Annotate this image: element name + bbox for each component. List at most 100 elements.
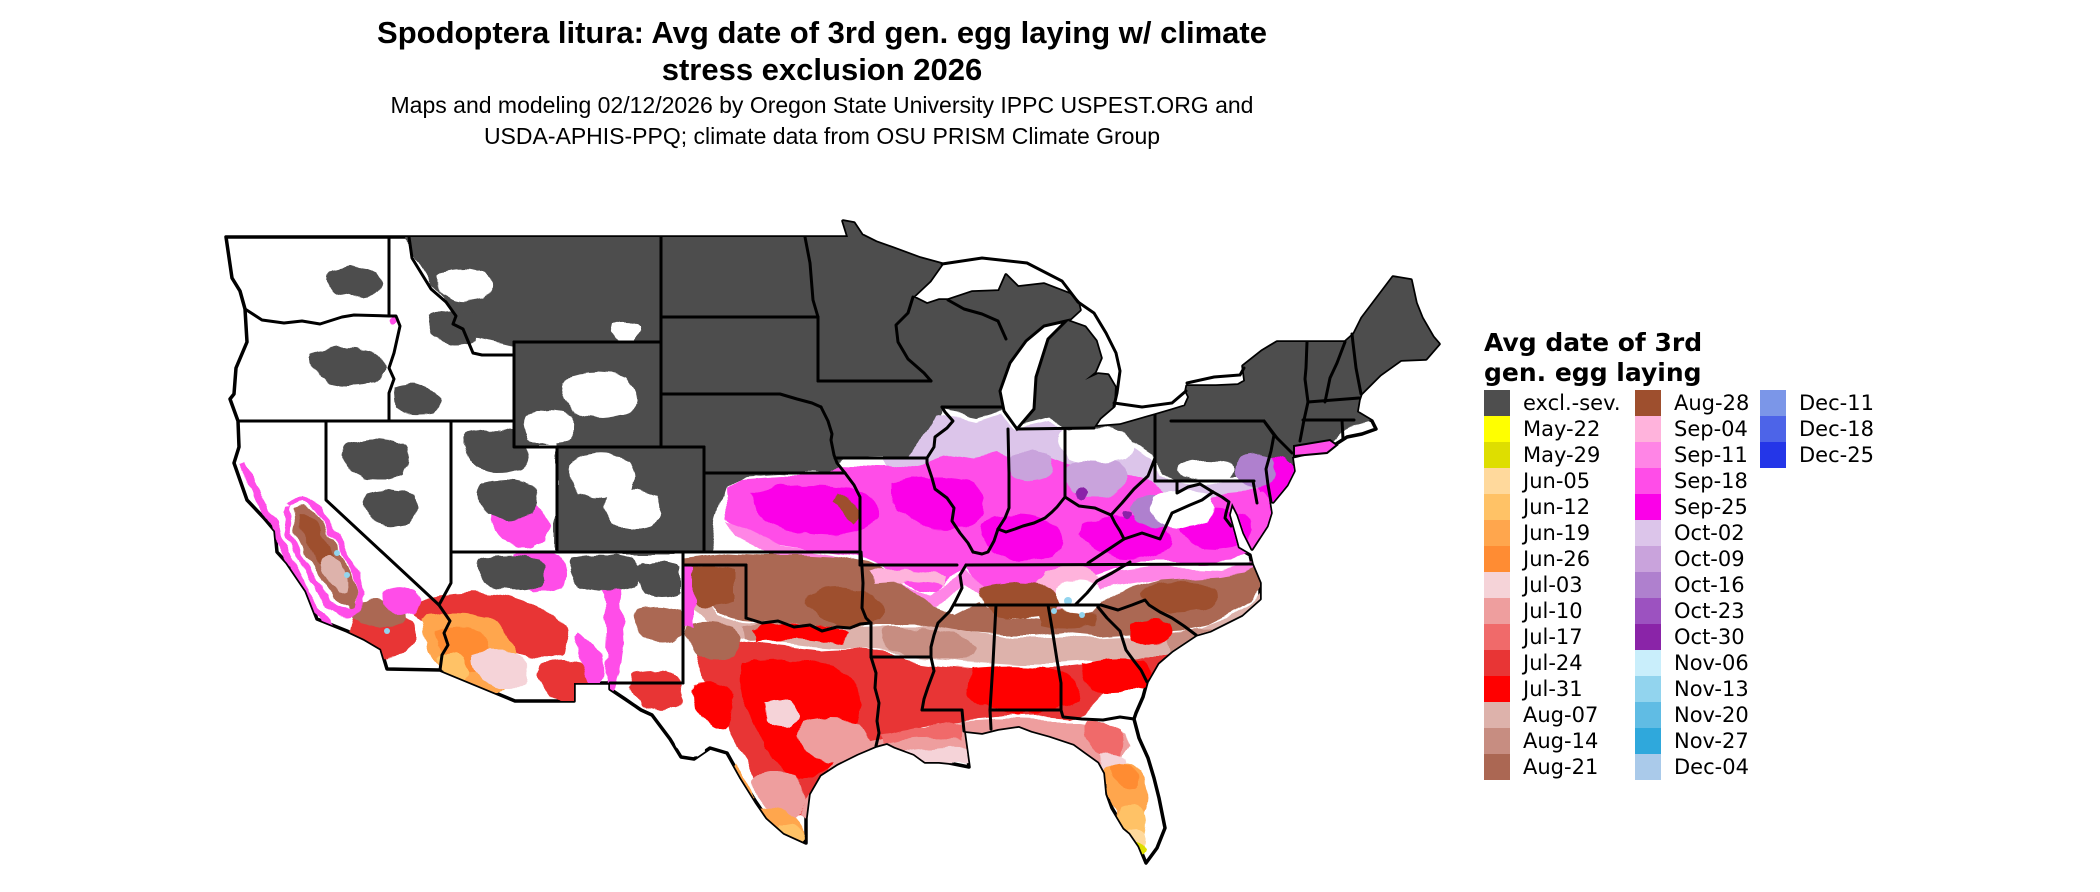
legend-label: Jun-12	[1523, 495, 1591, 519]
legend-item: Jun-05	[1484, 468, 1621, 494]
legend-item: Jun-12	[1484, 494, 1621, 520]
legend-label: Aug-21	[1523, 755, 1599, 779]
legend-label: Jun-26	[1523, 547, 1591, 571]
legend-label: Jun-05	[1523, 469, 1591, 493]
legend-swatch	[1635, 728, 1661, 754]
legend-swatch	[1635, 442, 1661, 468]
legend-swatch	[1484, 754, 1510, 780]
legend-label: Jul-17	[1523, 625, 1583, 649]
legend-item: May-29	[1484, 442, 1621, 468]
legend-title-line2: gen. egg laying	[1484, 358, 1702, 387]
cyan-specks	[334, 550, 1085, 634]
legend-label: Dec-18	[1799, 417, 1874, 441]
map-subtitle: Maps and modeling 02/12/2026 by Oregon S…	[182, 90, 1462, 152]
legend-item: Aug-28	[1635, 390, 1749, 416]
legend-label: Jul-10	[1523, 599, 1583, 623]
legend-swatch	[1484, 468, 1510, 494]
legend-swatch	[1635, 390, 1661, 416]
legend-item: Oct-09	[1635, 546, 1749, 572]
legend-item: Jun-26	[1484, 546, 1621, 572]
white-patches	[436, 269, 1235, 755]
legend-swatch	[1635, 520, 1661, 546]
legend-swatch	[1635, 546, 1661, 572]
legend-label: May-22	[1523, 417, 1601, 441]
legend-item: Nov-06	[1635, 650, 1749, 676]
legend-label: Sep-25	[1674, 495, 1748, 519]
legend-swatch	[1635, 624, 1661, 650]
blobs-jul31	[692, 619, 1173, 822]
legend-label: May-29	[1523, 443, 1601, 467]
legend-item: Dec-04	[1635, 754, 1749, 780]
west-gray-patches	[310, 267, 680, 597]
legend-swatch	[1484, 676, 1510, 702]
legend-column-3: Dec-11 Dec-18 Dec-25	[1760, 390, 1874, 468]
legend-swatch	[1635, 468, 1661, 494]
legend-item: Dec-11	[1760, 390, 1874, 416]
legend-item: Jul-03	[1484, 572, 1621, 598]
legend-item: Sep-11	[1635, 442, 1749, 468]
legend-swatch	[1635, 598, 1661, 624]
legend-label: Sep-18	[1674, 469, 1748, 493]
legend-swatch	[1484, 546, 1510, 572]
legend-swatch	[1635, 650, 1661, 676]
legend-label: excl.-sev.	[1523, 391, 1621, 415]
legend-item: Sep-18	[1635, 468, 1749, 494]
legend-swatch	[1484, 520, 1510, 546]
legend-title: Avg date of 3rd gen. egg laying	[1484, 328, 1784, 388]
legend-label: Nov-27	[1674, 729, 1749, 753]
legend-label: Oct-23	[1674, 599, 1745, 623]
legend-label: Aug-28	[1674, 391, 1750, 415]
legend-swatch	[1484, 650, 1510, 676]
legend-label: Aug-14	[1523, 729, 1599, 753]
legend-item: Oct-30	[1635, 624, 1749, 650]
legend-item: Sep-25	[1635, 494, 1749, 520]
map-title-line1: Spodoptera litura: Avg date of 3rd gen. …	[377, 15, 1267, 50]
map-subtitle-line2: USDA-APHIS-PPQ; climate data from OSU PR…	[483, 123, 1161, 149]
legend-item: Nov-20	[1635, 702, 1749, 728]
legend-label: Jul-03	[1523, 573, 1583, 597]
state-borders	[238, 237, 1361, 746]
legend-swatch	[1484, 572, 1510, 598]
legend-swatch	[1484, 728, 1510, 754]
us-choropleth-map	[182, 163, 1444, 892]
legend-swatch	[1635, 494, 1661, 520]
southwest-detail	[292, 506, 740, 711]
legend-swatch	[1484, 494, 1510, 520]
legend-label: Oct-30	[1674, 625, 1745, 649]
legend-item: Aug-07	[1484, 702, 1621, 728]
legend-swatch	[1760, 416, 1786, 442]
legend-label: Oct-16	[1674, 573, 1745, 597]
legend-item: Oct-02	[1635, 520, 1749, 546]
legend-column-1: excl.-sev. May-22 May-29 Jun-05 Jun-12 Jun-19…	[1484, 390, 1621, 780]
legend-item: Jul-24	[1484, 650, 1621, 676]
blobs-sep25	[752, 458, 1294, 618]
legend-item: Nov-13	[1635, 676, 1749, 702]
map-title-line2: stress exclusion 2026	[661, 52, 983, 87]
legend-label: Dec-04	[1674, 755, 1749, 779]
legend-item: Jul-31	[1484, 676, 1621, 702]
legend-label: Sep-11	[1674, 443, 1748, 467]
legend-title-line1: Avg date of 3rd	[1484, 328, 1703, 357]
legend-label: Jul-31	[1523, 677, 1583, 701]
legend-item: Dec-25	[1760, 442, 1874, 468]
legend-swatch	[1635, 572, 1661, 598]
legend-item: Jul-17	[1484, 624, 1621, 650]
page-title: Spodoptera litura: Avg date of 3rd gen. …	[182, 14, 1462, 88]
map-subtitle-line1: Maps and modeling 02/12/2026 by Oregon S…	[390, 92, 1254, 118]
legend-swatch	[1635, 676, 1661, 702]
legend-label: Nov-20	[1674, 703, 1749, 727]
legend-swatch	[1760, 390, 1786, 416]
legend-label: Dec-11	[1799, 391, 1874, 415]
legend-item: Dec-18	[1760, 416, 1874, 442]
legend-swatch	[1484, 702, 1510, 728]
legend-column-2: Aug-28 Sep-04 Sep-11 Sep-18 Sep-25 Oct-02 Oct-…	[1635, 390, 1749, 780]
legend-swatch	[1484, 416, 1510, 442]
legend-item: May-22	[1484, 416, 1621, 442]
legend-item: Jul-10	[1484, 598, 1621, 624]
legend-label: Jul-24	[1523, 651, 1583, 675]
legend-swatch	[1484, 390, 1510, 416]
legend-label: Sep-04	[1674, 417, 1748, 441]
legend-swatch	[1484, 442, 1510, 468]
great-lakes-border	[942, 258, 1244, 407]
long-island	[1294, 440, 1337, 456]
